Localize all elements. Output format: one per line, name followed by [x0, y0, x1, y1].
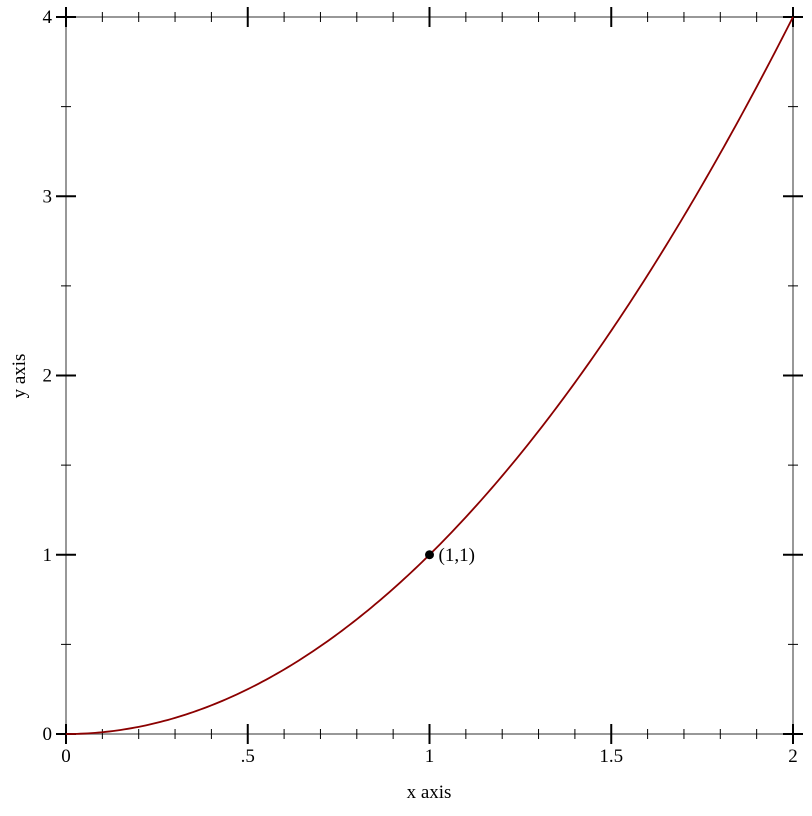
y-tick-label: 1 — [43, 545, 53, 566]
y-tick-label: 2 — [43, 366, 53, 387]
series-line-x-squared — [65, 16, 794, 735]
x-tick-label: 2 — [788, 746, 798, 767]
y-axis-label: y axis — [9, 354, 30, 399]
series — [65, 16, 794, 735]
y-tick-label: 0 — [43, 724, 53, 745]
annotations: (1,1) — [425, 545, 475, 566]
x-tick-label: 0 — [61, 746, 71, 767]
annotation-point — [425, 550, 434, 560]
plot-frame — [65, 16, 794, 735]
x-tick-label: .5 — [241, 746, 255, 767]
y-tick-label: 4 — [43, 7, 53, 28]
y-tick-label: 3 — [43, 186, 53, 207]
x-tick-label: 1.5 — [599, 746, 623, 767]
x-tick-label: 1 — [425, 746, 435, 767]
annotation-label: (1,1) — [439, 545, 475, 566]
ticks: 0 .5 1 1.5 2 0 1 2 3 4 — [43, 7, 803, 767]
x-axis-label: x axis — [407, 782, 452, 803]
